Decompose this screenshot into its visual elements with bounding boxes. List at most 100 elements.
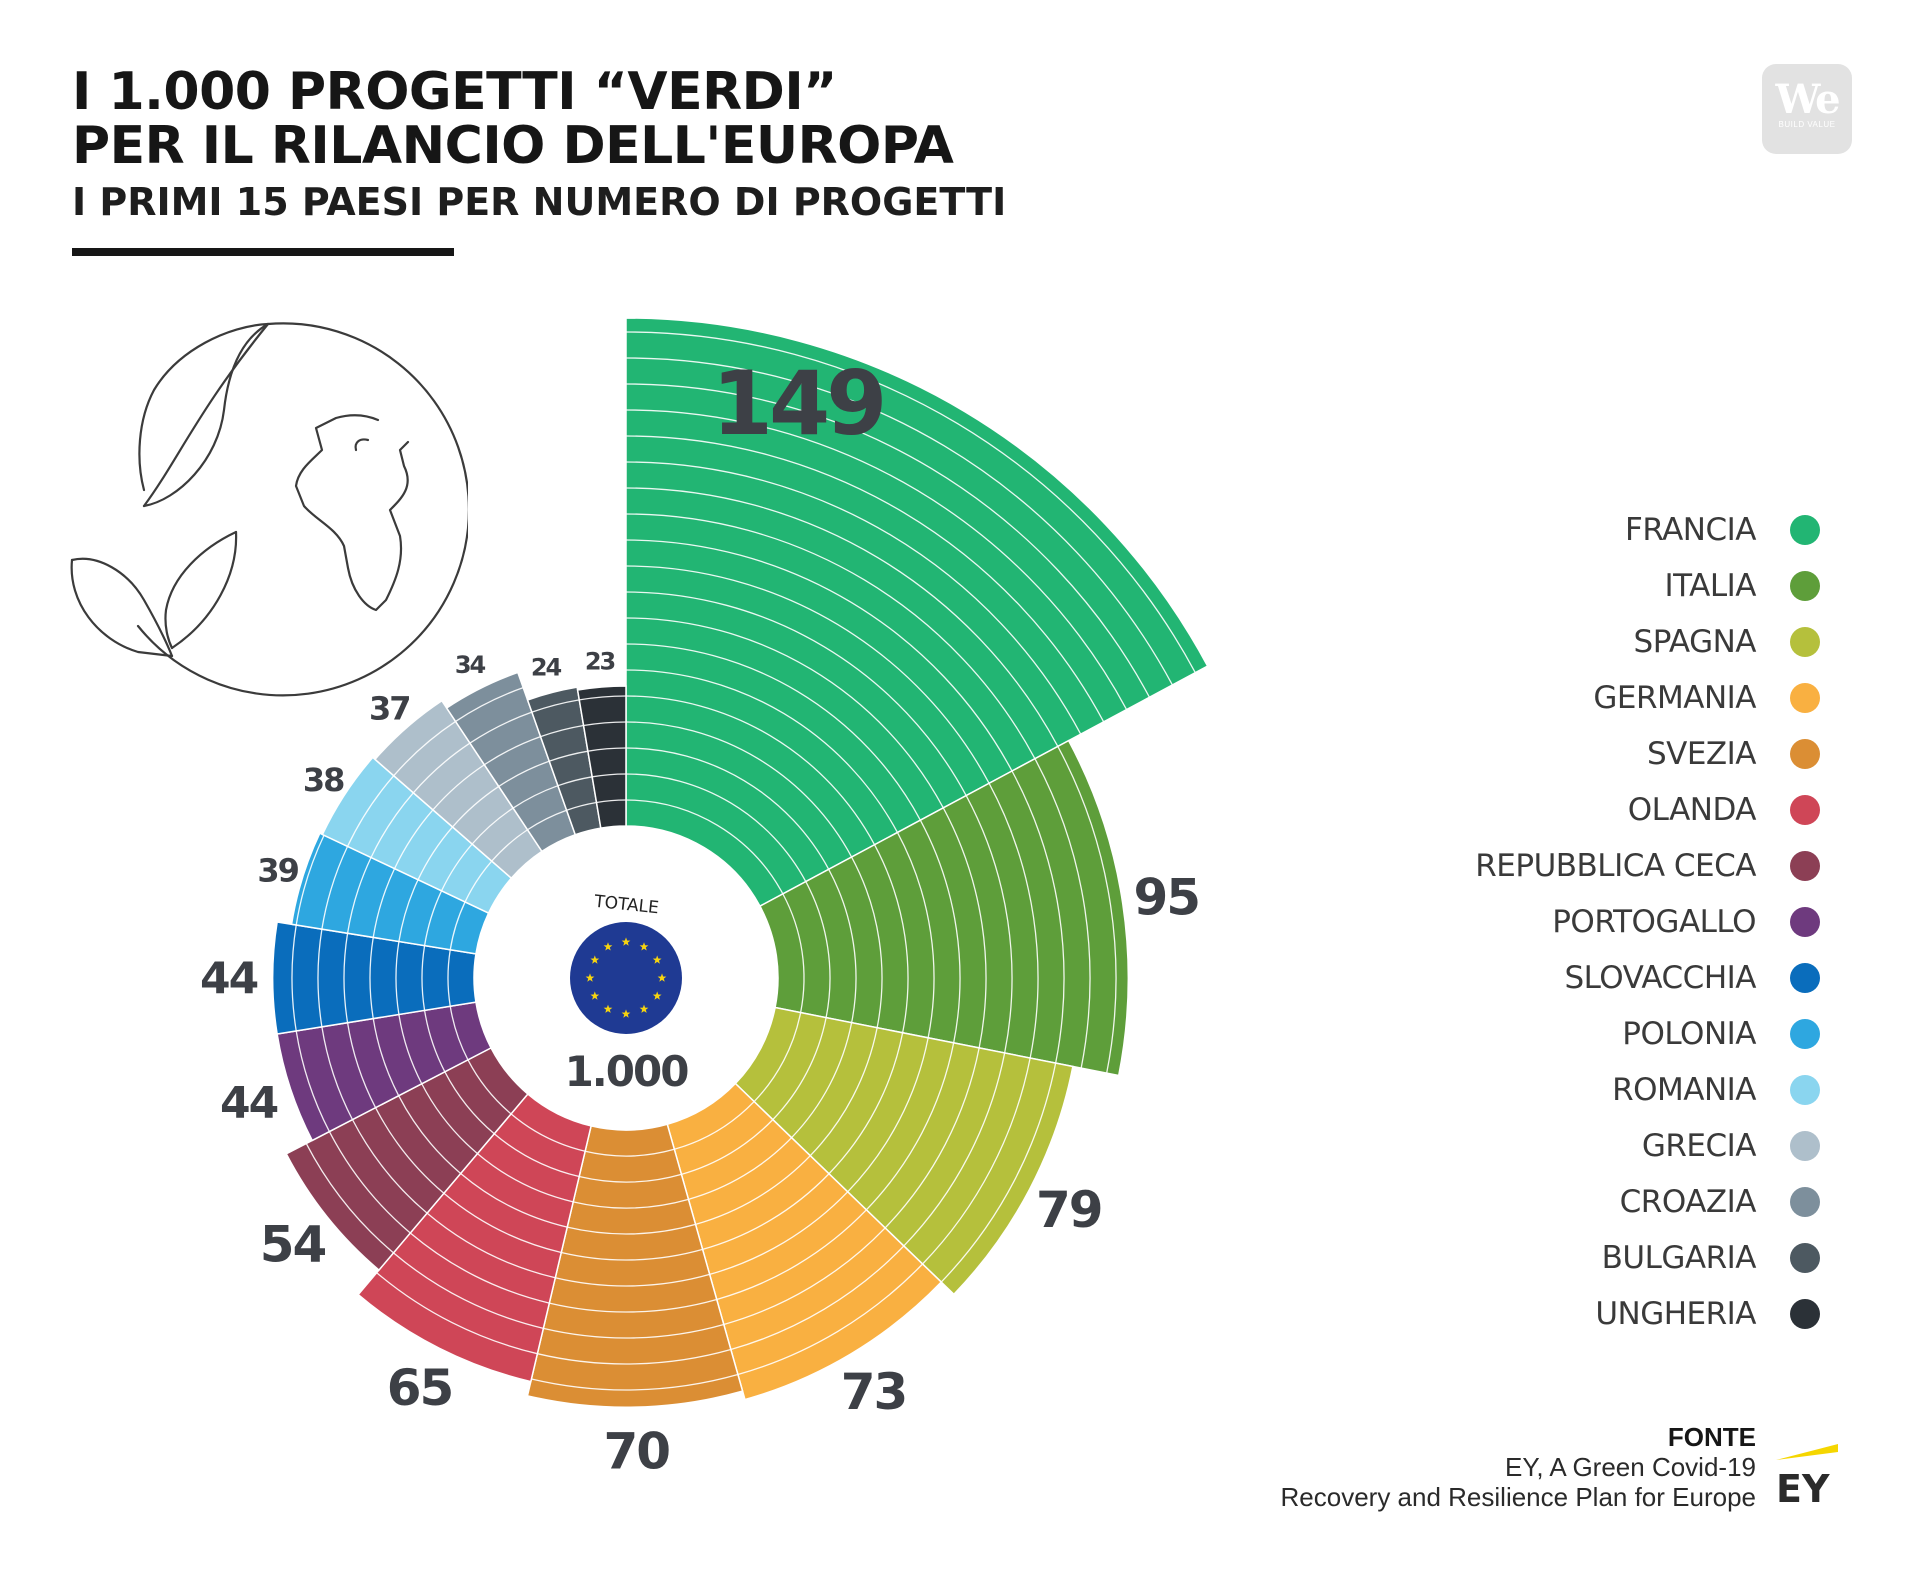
ring-line [449,901,466,950]
ring-line [583,721,627,727]
value-label-ungheria: 23 [585,648,615,676]
ring-line [709,1191,849,1276]
ring-line [625,565,990,784]
ring-line [464,860,493,903]
ring-line [625,331,1196,674]
ring-line [343,933,349,1023]
value-label-slovacchia: 44 [200,953,258,1004]
ring-line [432,764,485,811]
value-label-germania: 73 [841,1363,907,1421]
source-line-2: Recovery and Resilience Plan for Europe [1280,1482,1756,1512]
ring-line [483,736,541,766]
ring-line [1034,758,1091,1069]
ring-line [393,809,434,869]
legend-label: CROAZIA [1619,1184,1757,1220]
legend-swatch [1790,1187,1820,1217]
ring-line [393,720,456,777]
ring-line [903,1052,1006,1247]
ring-line [567,1223,696,1235]
ring-line [625,617,944,809]
legend-item-francia: FRANCIA [1380,502,1820,558]
ring-line [409,1232,550,1304]
eu-star [639,1004,649,1013]
ring-line [579,1173,682,1183]
legend-item-svezia: SVEZIA [1380,726,1820,782]
ring-line [791,1022,853,1139]
ring-line [447,949,451,1007]
ring-line [412,742,471,794]
chart-bars [271,317,1209,1409]
ring-line [805,881,831,1018]
legend-swatch [1790,1075,1820,1105]
ring-line [376,1272,538,1355]
ring-line [549,750,588,762]
ring-line [498,760,550,787]
ring-line [372,868,396,938]
ring-line [723,1227,886,1326]
eu-star [590,991,600,1000]
ring-line [828,868,857,1023]
eu-flag-icon [570,922,682,1034]
ring-line [346,857,372,934]
ring-line [942,807,987,1049]
legend-label: OLANDA [1627,792,1757,828]
ring-line [421,945,426,1011]
ey-logo-text: EY [1776,1467,1830,1510]
ring-line [321,846,349,930]
ring-line [477,1153,574,1203]
ring-line [369,937,374,1019]
legend-swatch [1790,963,1820,993]
ring-line [493,1133,580,1178]
ring-line [440,843,473,892]
legend-item-olanda: OLANDA [1380,782,1820,838]
ring-line [919,819,961,1043]
ring-line [873,844,909,1033]
legend-label: UNGHERIA [1595,1296,1756,1332]
ring-line [753,1012,802,1103]
ring-line [625,799,784,895]
legend-swatch [1790,1131,1820,1161]
legend-swatch [1790,1299,1820,1329]
ring-line [321,1026,354,1120]
legend-label: FRANCIA [1624,512,1757,548]
ring-line [865,1042,955,1211]
legend-label: SVEZIA [1646,736,1757,772]
ring-line [737,1263,924,1376]
ring-line [625,383,1151,698]
eu-star [652,991,662,1000]
ring-line [398,1014,423,1085]
ring-line [295,834,325,926]
ring-line [579,695,627,701]
ring-line [444,1071,495,1135]
ring-line [847,1037,929,1193]
value-label-bulgaria: 24 [531,654,562,682]
ring-line [531,699,580,713]
center-total-value: 1.000 [565,1047,689,1096]
value-label-olanda: 65 [387,1359,453,1417]
legend-swatch [1790,851,1820,881]
ring-line [491,829,528,862]
ring-line [716,1209,867,1301]
legend-label: GERMANIA [1593,680,1756,716]
value-label-svezia: 70 [603,1423,669,1481]
ring-line [596,799,627,804]
bar-romania [321,756,513,915]
ring-line [351,1119,428,1214]
ring-line [471,807,514,845]
legend-swatch [1790,907,1820,937]
ring-line [561,1248,703,1261]
ring-line [510,1113,586,1152]
source-heading: FONTE [1667,1422,1756,1452]
ey-logo-icon: EY [1776,1444,1838,1510]
title-underline [72,248,454,256]
ring-line [625,669,899,833]
eu-star [603,942,613,951]
legend-item-bulgaria: BULGARIA [1380,1230,1820,1286]
ring-line [295,1030,330,1132]
ring-line [584,1148,675,1157]
ring-line [566,801,597,811]
ring-line [317,929,323,1027]
eu-star [585,973,595,982]
ring-line [449,1006,469,1061]
legend-item-repubblica-ceca: REPUBBLICA CECA [1380,838,1820,894]
